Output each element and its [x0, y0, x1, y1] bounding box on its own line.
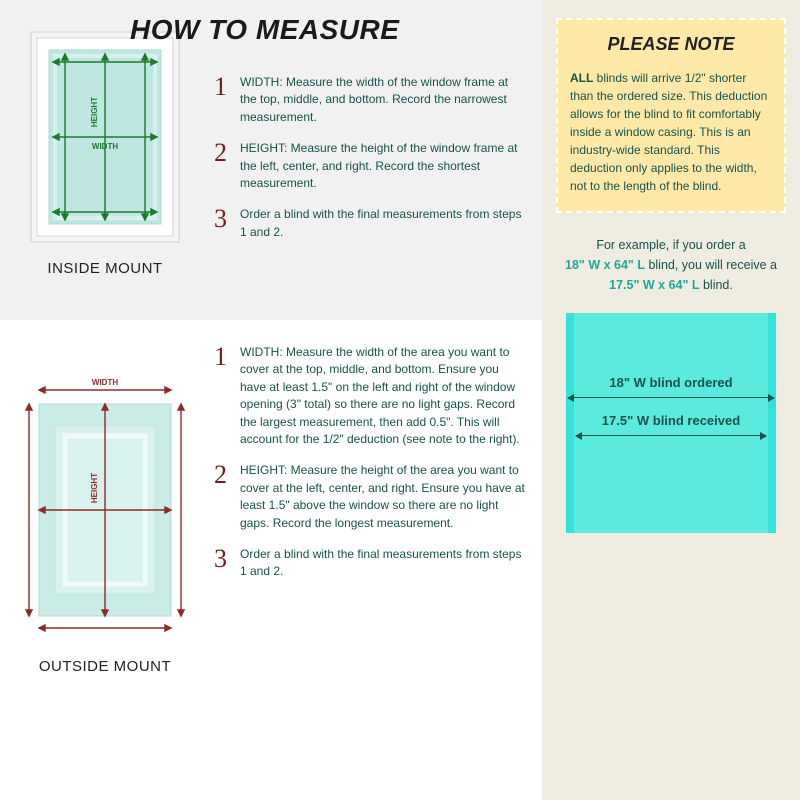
- example-received: 17.5" W x 64" L: [609, 278, 699, 292]
- example-ordered: 18" W x 64" L: [565, 258, 645, 272]
- outside-mount-label: OUTSIDE MOUNT: [39, 658, 171, 675]
- outside-steps: 1 WIDTH: Measure the width of the area y…: [210, 330, 542, 800]
- step-text: Order a blind with the final measurement…: [234, 206, 528, 241]
- inside-mount-row: WIDTH HEIGHT INSIDE MOUNT 1 WIDTH: Measu…: [0, 0, 542, 320]
- step-item: 2 HEIGHT: Measure the height of the area…: [214, 462, 528, 532]
- step-item: 3 Order a blind with the final measureme…: [214, 206, 528, 241]
- note-body: ALL blinds will arrive 1/2" shorter than…: [570, 69, 772, 195]
- blind-size-demo: 18" W blind ordered 17.5" W blind receiv…: [566, 313, 776, 533]
- demo-received-label: 17.5" W blind received: [566, 413, 776, 428]
- example-end: blind.: [700, 278, 733, 292]
- step-item: 1 WIDTH: Measure the width of the window…: [214, 74, 528, 126]
- inside-mount-diagram: WIDTH HEIGHT: [25, 22, 185, 252]
- step-number: 2: [214, 140, 234, 192]
- note-title: PLEASE NOTE: [570, 34, 772, 55]
- left-column: WIDTH HEIGHT INSIDE MOUNT 1 WIDTH: Measu…: [0, 0, 542, 800]
- step-item: 2 HEIGHT: Measure the height of the wind…: [214, 140, 528, 192]
- step-text: WIDTH: Measure the width of the window f…: [234, 74, 528, 126]
- step-item: 1 WIDTH: Measure the width of the area y…: [214, 344, 528, 448]
- demo-ordered-label: 18" W blind ordered: [566, 375, 776, 390]
- step-number: 1: [214, 344, 234, 448]
- step-text: Order a blind with the final measurement…: [234, 546, 528, 581]
- step-text: HEIGHT: Measure the height of the area y…: [234, 462, 528, 532]
- outside-mount-diagram: WIDTH HEIGHT: [15, 370, 195, 650]
- example-mid: blind, you will receive a: [645, 258, 777, 272]
- step-text: HEIGHT: Measure the height of the window…: [234, 140, 528, 192]
- width-label: WIDTH: [92, 378, 118, 387]
- step-item: 3 Order a blind with the final measureme…: [214, 546, 528, 581]
- inside-steps: 1 WIDTH: Measure the width of the window…: [210, 14, 542, 320]
- inside-diagram-cell: WIDTH HEIGHT INSIDE MOUNT: [0, 14, 210, 320]
- note-rest: blinds will arrive 1/2" shorter than the…: [570, 71, 767, 193]
- step-number: 3: [214, 546, 234, 581]
- inside-mount-label: INSIDE MOUNT: [47, 260, 162, 277]
- please-note-box: PLEASE NOTE ALL blinds will arrive 1/2" …: [556, 18, 786, 213]
- height-label: HEIGHT: [90, 473, 99, 503]
- outside-mount-row: WIDTH HEIGHT OUTSIDE MOUNT 1 WIDTH: Meas…: [0, 320, 542, 800]
- right-column: PLEASE NOTE ALL blinds will arrive 1/2" …: [542, 0, 800, 800]
- height-label: HEIGHT: [90, 97, 99, 127]
- example-text: For example, if you order a 18" W x 64" …: [562, 235, 780, 295]
- step-text: WIDTH: Measure the width of the area you…: [234, 344, 528, 448]
- page-title: HOW TO MEASURE: [130, 14, 399, 46]
- demo-received-arrow: [576, 435, 766, 436]
- note-bold: ALL: [570, 71, 593, 85]
- demo-ordered-arrow: [568, 397, 774, 398]
- step-number: 1: [214, 74, 234, 126]
- example-line1: For example, if you order a: [596, 238, 745, 252]
- width-label: WIDTH: [92, 142, 118, 151]
- outside-diagram-cell: WIDTH HEIGHT OUTSIDE MOUNT: [0, 330, 210, 800]
- step-number: 3: [214, 206, 234, 241]
- step-number: 2: [214, 462, 234, 532]
